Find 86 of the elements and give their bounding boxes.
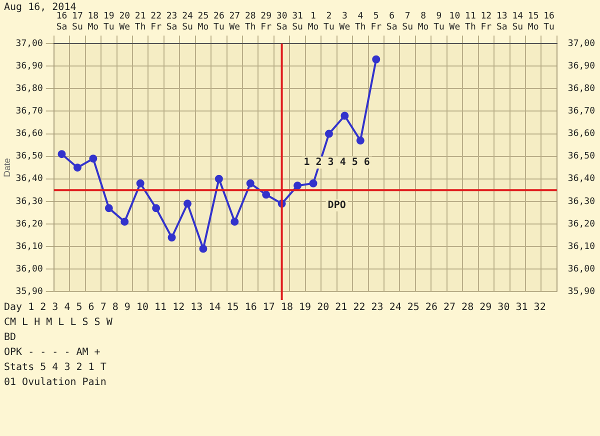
text: CM L H M L L S S W xyxy=(4,316,114,330)
y-tick-label: 36,30 xyxy=(16,196,43,207)
y2-tick-label: 36,00 xyxy=(568,264,595,274)
annotation: DPO xyxy=(328,200,346,212)
x-tick-label: 11 Th xyxy=(465,12,476,33)
x-tick-label: 15 Mo xyxy=(528,12,539,33)
y-tick-label: 36,60 xyxy=(16,129,43,140)
y-tick-label: 36,40 xyxy=(16,174,43,184)
y2-tick-label: 35,90 xyxy=(568,286,595,297)
y-tick-label: 36,20 xyxy=(16,219,43,230)
x-tick-label: 19 Tu xyxy=(103,12,114,33)
x-tick-label: 20 We xyxy=(119,12,130,33)
point xyxy=(372,55,380,64)
point xyxy=(324,130,333,138)
point xyxy=(104,204,113,212)
x-tick-label: 8 Mo xyxy=(418,12,429,33)
y2-tick-label: 36,40 xyxy=(568,174,595,184)
x-tick-label: 24 Su xyxy=(182,12,193,33)
x-tick-label: 17 Su xyxy=(72,12,83,33)
x-tick-label: 21 Th xyxy=(134,12,146,33)
y-tick-label: 36,70 xyxy=(16,106,43,117)
y2-tick-label: 36,90 xyxy=(568,61,595,72)
y-tick-label: 37,00 xyxy=(16,38,43,49)
text: BD xyxy=(4,331,18,345)
x-tick-label: 22 Fr xyxy=(150,12,162,33)
y2-tick-label: 36,60 xyxy=(568,129,595,140)
y2-tick-label: 36,80 xyxy=(568,84,595,94)
text: OPK - - - - AM + xyxy=(4,346,102,360)
x-tick-label: 10 We xyxy=(449,12,460,33)
point xyxy=(199,244,208,253)
point xyxy=(120,218,129,226)
x-tick-label: 27 We xyxy=(229,12,240,33)
y-tick-label: 35,90 xyxy=(16,286,43,297)
text: Stats 5 4 3 2 1 T xyxy=(4,361,108,375)
point xyxy=(58,150,66,158)
x-tick-label: 12 Fr xyxy=(480,12,492,33)
x-tick-label: 18 Mo xyxy=(88,12,99,33)
x-tick-label: 29 Fr xyxy=(260,12,272,33)
text: Day 1 2 3 4 5 6 7 8 9 10 11 12 13 14 15 16 17 18 19 20 21 22 23 24 25 26 27 28 29 30 31 32 xyxy=(4,301,546,315)
point xyxy=(136,179,144,188)
point xyxy=(309,179,318,188)
x-tick-label: 2 Tu xyxy=(324,12,334,33)
point xyxy=(214,174,223,183)
x-tick-label: 28 Th xyxy=(244,12,256,33)
y2-tick-label: 36,70 xyxy=(568,106,595,117)
y-tick-label: 36,10 xyxy=(16,242,43,252)
x-tick-label: 30 Sa xyxy=(276,12,288,33)
text: Aug 16, 2014 xyxy=(4,2,76,13)
y-tick-label: 36,00 xyxy=(16,264,43,274)
x-tick-label: 9 Tu xyxy=(434,12,444,33)
y2-tick-label: 36,20 xyxy=(568,219,595,230)
point xyxy=(356,136,364,145)
annotation: 1 2 3 4 5 6 xyxy=(304,157,370,168)
y-tick-label: 36,50 xyxy=(16,152,43,162)
x-tick-label: 3 We xyxy=(339,12,350,33)
x-tick-label: 13 Sa xyxy=(496,12,508,33)
x-tick-label: 14 Su xyxy=(512,12,524,33)
point xyxy=(89,154,98,163)
y2-tick-label: 37,00 xyxy=(568,38,595,49)
y2-tick-label: 36,10 xyxy=(568,242,595,252)
x-tick-label: 7 Su xyxy=(402,12,413,33)
x-tick-label: 25 Mo xyxy=(198,12,209,33)
point xyxy=(73,164,82,172)
point xyxy=(246,179,254,188)
x-tick-label: 31 Su xyxy=(292,12,303,33)
x-tick-label: 16 Sa xyxy=(56,12,68,33)
y2-tick-label: 36,50 xyxy=(568,152,595,162)
point xyxy=(294,182,302,190)
y-tick-label: 36,80 xyxy=(16,84,43,94)
point xyxy=(262,190,270,199)
y-tick-label: 36,90 xyxy=(16,61,43,72)
x-tick-label: 6 Sa xyxy=(386,12,398,33)
x-tick-label: 5 Fr xyxy=(370,12,382,33)
point xyxy=(340,112,349,120)
point xyxy=(184,200,192,208)
point xyxy=(168,233,176,242)
x-tick-label: 4 Th xyxy=(354,12,366,33)
point xyxy=(152,204,160,212)
x-tick-label: 26 Tu xyxy=(214,12,224,33)
y-axis-title: Date xyxy=(2,158,12,178)
point xyxy=(230,218,239,226)
y2-tick-label: 36,30 xyxy=(568,196,595,207)
x-tick-label: 16 Tu xyxy=(544,12,554,33)
x-tick-label: 23 Sa xyxy=(166,12,178,33)
text: 01 Ovulation Pain xyxy=(4,376,108,390)
x-tick-label: 1 Mo xyxy=(308,12,319,33)
